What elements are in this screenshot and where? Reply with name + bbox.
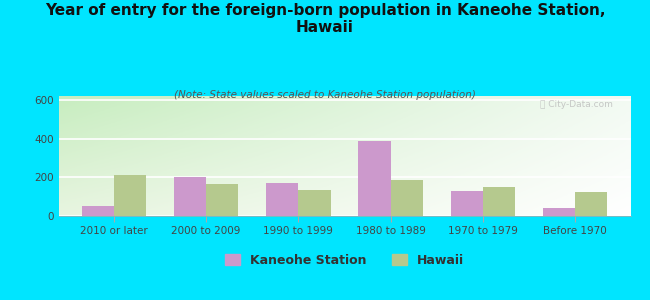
Bar <box>575 192 608 216</box>
Text: (Note: State values scaled to Kaneohe Station population): (Note: State values scaled to Kaneohe St… <box>174 90 476 100</box>
Bar <box>358 140 391 216</box>
Text: ⓘ City-Data.com: ⓘ City-Data.com <box>540 100 614 109</box>
Bar <box>391 180 423 216</box>
Bar <box>266 183 298 216</box>
Bar <box>483 188 515 216</box>
Bar <box>543 208 575 216</box>
Bar <box>81 206 114 216</box>
Bar <box>174 177 206 216</box>
Bar <box>450 191 483 216</box>
Legend: Kaneohe Station, Hawaii: Kaneohe Station, Hawaii <box>220 249 469 272</box>
Text: Year of entry for the foreign-born population in Kaneohe Station,
Hawaii: Year of entry for the foreign-born popul… <box>45 3 605 35</box>
Bar <box>114 176 146 216</box>
Bar <box>206 184 239 216</box>
Bar <box>298 190 331 216</box>
